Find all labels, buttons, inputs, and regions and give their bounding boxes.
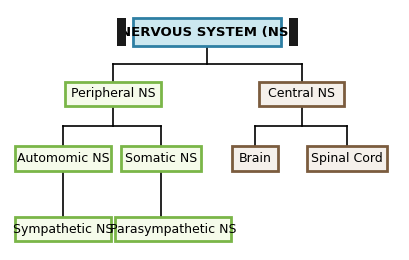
FancyBboxPatch shape	[307, 146, 387, 171]
Text: NERVOUS SYSTEM (NS): NERVOUS SYSTEM (NS)	[120, 26, 295, 39]
FancyBboxPatch shape	[115, 217, 231, 241]
FancyBboxPatch shape	[259, 82, 344, 106]
Text: Parasympathetic NS: Parasympathetic NS	[110, 223, 237, 236]
Text: Peripheral NS: Peripheral NS	[71, 87, 155, 100]
Text: Sympathetic NS: Sympathetic NS	[13, 223, 113, 236]
Text: Spinal Cord: Spinal Cord	[311, 152, 383, 165]
FancyBboxPatch shape	[232, 146, 279, 171]
Text: Automomic NS: Automomic NS	[17, 152, 110, 165]
Text: Somatic NS: Somatic NS	[125, 152, 198, 165]
FancyBboxPatch shape	[65, 82, 162, 106]
FancyBboxPatch shape	[121, 146, 201, 171]
FancyBboxPatch shape	[133, 18, 281, 46]
Bar	[117, 18, 126, 46]
Text: Brain: Brain	[239, 152, 272, 165]
Text: Central NS: Central NS	[268, 87, 335, 100]
FancyBboxPatch shape	[15, 146, 111, 171]
Bar	[289, 18, 298, 46]
FancyBboxPatch shape	[15, 217, 111, 241]
